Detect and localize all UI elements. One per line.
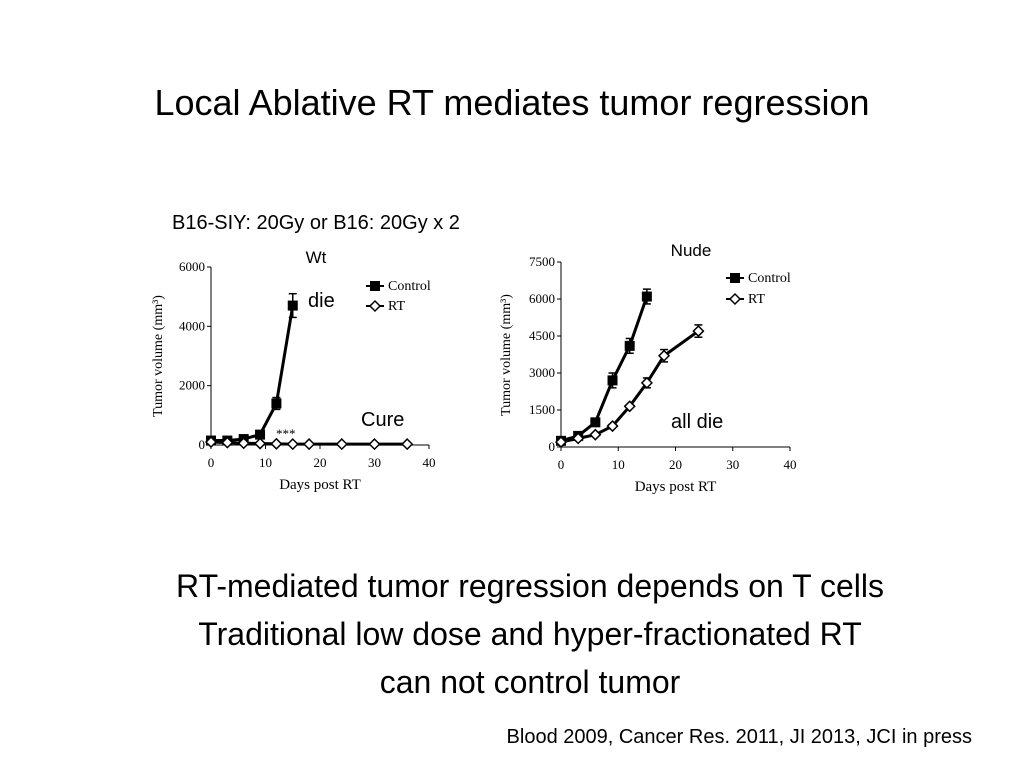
legend-label: Control xyxy=(748,271,791,286)
y-axis-label: Tumor volume (mm³) xyxy=(499,294,514,416)
data-point-rt xyxy=(640,376,653,389)
data-point-control xyxy=(287,300,298,311)
y-axis-label: Tumor volume (mm³) xyxy=(151,295,166,417)
chart-annotation: Cure xyxy=(361,409,404,431)
data-point-rt xyxy=(368,299,382,313)
chart-annotation: die xyxy=(308,290,335,312)
y-tick-label: 6000 xyxy=(529,291,555,306)
citation: Blood 2009, Cancer Res. 2011, JI 2013, J… xyxy=(506,726,972,748)
data-point-control xyxy=(271,398,282,409)
data-point-rt xyxy=(606,419,619,433)
data-point-rt xyxy=(270,437,283,450)
x-axis-label: Days post RT xyxy=(635,479,717,495)
data-point-rt xyxy=(368,438,381,451)
chart-heading: B16-SIY: 20Gy or B16: 20Gy x 2 xyxy=(172,212,460,234)
chart-annotation: all die xyxy=(671,411,723,433)
series-rt xyxy=(554,324,705,449)
data-point-rt xyxy=(221,436,234,449)
data-point-control xyxy=(624,340,635,351)
data-point-control xyxy=(370,281,380,291)
y-tick-label: 4500 xyxy=(529,328,555,343)
data-point-rt xyxy=(286,438,299,451)
y-tick-label: 0 xyxy=(199,437,206,452)
legend-label: RT xyxy=(388,299,405,314)
chart-annotation: *** xyxy=(276,426,296,441)
y-tick-label: 0 xyxy=(549,439,556,454)
x-tick-label: 40 xyxy=(784,457,797,472)
data-point-rt xyxy=(335,438,348,451)
series-rt xyxy=(204,435,414,451)
data-point-rt xyxy=(589,428,602,441)
x-tick-label: 0 xyxy=(558,457,565,472)
body-line: Traditional low dose and hyper-fractiona… xyxy=(198,616,862,652)
series-line xyxy=(210,440,408,446)
chart-title: Nude xyxy=(671,241,712,260)
legend-label: Control xyxy=(388,279,431,294)
legend: Control RT xyxy=(366,279,431,314)
y-tick-label: 6000 xyxy=(179,259,205,274)
data-point-rt xyxy=(253,437,267,450)
legend: Control RT xyxy=(726,271,791,307)
series-control xyxy=(556,288,652,446)
x-tick-label: 20 xyxy=(669,457,682,472)
y-tick-label: 7500 xyxy=(529,254,555,269)
x-tick-label: 20 xyxy=(314,455,327,470)
body-line: RT-mediated tumor regression depends on … xyxy=(176,568,884,604)
x-tick-label: 10 xyxy=(612,457,625,472)
x-tick-label: 10 xyxy=(259,455,272,470)
slide-title: Local Ablative RT mediates tumor regress… xyxy=(154,82,870,123)
chart-wt: Wt 0 2000 4000 6000 0 10 20 30 40 Days post RT Tumo… xyxy=(151,248,436,493)
body-text: RT-mediated tumor regression depends on … xyxy=(60,562,1000,706)
y-tick-label: 1500 xyxy=(529,402,555,417)
data-point-rt xyxy=(728,292,742,306)
y-tick-label: 3000 xyxy=(529,365,555,380)
legend-label: RT xyxy=(748,292,765,307)
x-tick-label: 40 xyxy=(423,455,436,470)
data-point-rt xyxy=(204,435,218,449)
data-point-rt xyxy=(572,432,585,445)
x-axis-label: Days post RT xyxy=(279,477,361,493)
data-point-control xyxy=(641,291,652,302)
chart-title: Wt xyxy=(306,248,327,267)
body-line: can not control tumor xyxy=(379,664,681,700)
data-point-rt xyxy=(657,349,671,362)
x-tick-label: 30 xyxy=(726,457,739,472)
data-point-control xyxy=(607,375,618,386)
data-point-control xyxy=(255,429,266,440)
data-point-rt xyxy=(623,400,636,413)
y-tick-label: 4000 xyxy=(179,318,205,333)
series-line xyxy=(560,296,649,443)
data-point-control xyxy=(590,417,601,428)
data-point-rt xyxy=(401,438,414,451)
data-point-rt xyxy=(554,436,568,449)
y-tick-label: 2000 xyxy=(179,378,205,393)
x-tick-label: 0 xyxy=(208,455,215,470)
data-point-rt xyxy=(692,325,705,338)
data-point-rt xyxy=(237,437,250,450)
x-tick-label: 30 xyxy=(368,455,381,470)
data-point-control xyxy=(730,273,740,283)
series-control xyxy=(206,292,298,446)
data-point-rt xyxy=(303,438,316,451)
chart-nude: Nude 0 1500 3000 4500 6000 7500 0 10 20 30 40 Days p… xyxy=(499,241,797,495)
series-line xyxy=(211,305,295,443)
